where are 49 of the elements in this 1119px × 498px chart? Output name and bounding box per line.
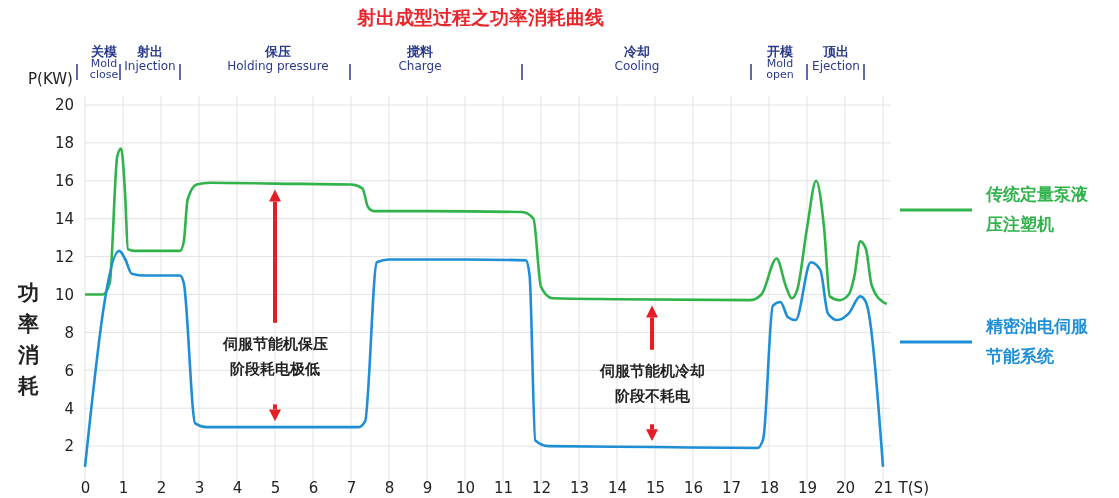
line-series xyxy=(83,147,889,306)
x-tick-label: 7 xyxy=(346,478,357,497)
y-tick-label: 12 xyxy=(54,247,74,266)
x-tick-label: 0 xyxy=(80,478,91,497)
y-tick-label: 14 xyxy=(54,209,74,228)
x-axis-title: T(S) xyxy=(897,479,929,497)
y-tick-label: 4 xyxy=(64,399,74,418)
text: 冷却 Cooling xyxy=(614,44,660,73)
y-tick-label: 10 xyxy=(54,285,74,304)
x-tick-label: 6 xyxy=(308,478,319,497)
x-tick-label: 2 xyxy=(156,478,167,497)
text: 开模 Mold open xyxy=(766,44,794,81)
y-tick-label: 16 xyxy=(54,172,74,191)
legend-label: 传统定量泵液压注塑机 xyxy=(985,184,1089,234)
x-tick-label: 21 xyxy=(873,478,894,497)
text: 保压 Holding pressure xyxy=(227,44,329,73)
x-tick-label: 3 xyxy=(194,478,205,497)
x-tick-label: 1 xyxy=(118,478,129,497)
y-tick-label: 18 xyxy=(54,134,74,153)
text: 射出 Injection xyxy=(124,44,176,73)
y-tick-label: 20 xyxy=(54,96,74,115)
x-tick-label: 19 xyxy=(797,478,818,497)
x-tick-label: 13 xyxy=(569,478,590,497)
text: 搅料 Charge xyxy=(398,44,442,73)
x-tick-label: 16 xyxy=(683,478,704,497)
y-axis-title: 功率消耗 xyxy=(16,281,39,398)
x-tick-label: 8 xyxy=(384,478,395,497)
annotation: 伺服节能机冷却阶段不耗电 xyxy=(598,361,705,405)
x-tick-label: 10 xyxy=(455,478,476,497)
x-tick-label: 5 xyxy=(270,478,281,497)
x-tick-label: 11 xyxy=(493,478,514,497)
x-tick-label: 14 xyxy=(607,478,628,497)
text: P(KW) xyxy=(28,70,73,88)
y-tick-label: 8 xyxy=(64,323,74,342)
line-series xyxy=(83,249,885,469)
text: 关模 Mold close xyxy=(89,44,119,81)
text: 顶出 Ejection xyxy=(812,44,860,73)
x-tick-label: 17 xyxy=(721,478,742,497)
x-tick-label: 4 xyxy=(232,478,243,497)
legend-label: 精密油电伺服节能系统 xyxy=(985,316,1089,366)
x-tick-label: 18 xyxy=(759,478,780,497)
y-tick-label: 2 xyxy=(64,437,74,456)
y-tick-label: 6 xyxy=(64,361,74,380)
x-tick-label: 20 xyxy=(835,478,856,497)
annotation: 伺服节能机保压阶段耗电极低 xyxy=(221,334,328,378)
x-tick-label: 15 xyxy=(645,478,666,497)
chart-title: 射出成型过程之功率消耗曲线 xyxy=(355,6,604,28)
x-tick-label: 9 xyxy=(422,478,433,497)
x-tick-label: 12 xyxy=(531,478,552,497)
